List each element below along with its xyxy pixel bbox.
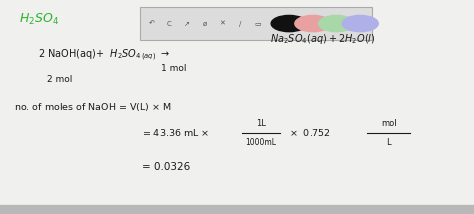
Text: 2 mol: 2 mol bbox=[47, 75, 73, 84]
Text: ø: ø bbox=[202, 21, 207, 27]
Text: $\times$  0.752: $\times$ 0.752 bbox=[289, 127, 330, 138]
Text: = 43.36 mL $\times$: = 43.36 mL $\times$ bbox=[142, 127, 210, 138]
Text: L: L bbox=[386, 138, 391, 147]
Circle shape bbox=[295, 15, 331, 32]
Text: ▭: ▭ bbox=[254, 21, 261, 27]
Text: $Na_2SO_4(aq) + 2H_2O(l)$: $Na_2SO_4(aq) + 2H_2O(l)$ bbox=[270, 31, 375, 46]
Text: ↶: ↶ bbox=[149, 21, 155, 27]
Text: /: / bbox=[238, 21, 241, 27]
Text: C: C bbox=[167, 21, 172, 27]
Text: ✕: ✕ bbox=[219, 21, 225, 27]
Bar bbox=[0, 205, 474, 214]
Text: 1 mol: 1 mol bbox=[161, 64, 187, 73]
Text: 1000mL: 1000mL bbox=[245, 138, 276, 147]
Text: ↗: ↗ bbox=[184, 21, 190, 27]
Text: no. of moles of NaOH = V(L) $\times$ M: no. of moles of NaOH = V(L) $\times$ M bbox=[14, 101, 172, 113]
Text: ⊡: ⊡ bbox=[272, 21, 278, 27]
Circle shape bbox=[319, 15, 355, 32]
Text: 2 NaOH(aq)+  $H_2SO_{4\,(aq)}$ $\overrightarrow{\quad}$: 2 NaOH(aq)+ $H_2SO_{4\,(aq)}$ $\overrigh… bbox=[38, 48, 170, 63]
FancyBboxPatch shape bbox=[140, 7, 372, 40]
Circle shape bbox=[342, 15, 378, 32]
Text: 1L: 1L bbox=[256, 119, 265, 128]
Circle shape bbox=[271, 15, 307, 32]
Text: = 0.0326: = 0.0326 bbox=[142, 162, 191, 172]
Text: mol: mol bbox=[381, 119, 396, 128]
Text: $H_2SO_4$: $H_2SO_4$ bbox=[19, 12, 59, 27]
